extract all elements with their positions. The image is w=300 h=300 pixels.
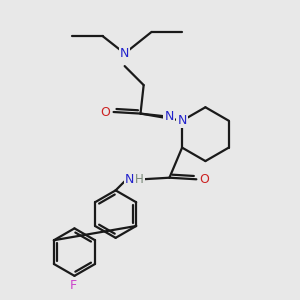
Text: N: N bbox=[164, 110, 174, 123]
Text: O: O bbox=[101, 106, 111, 118]
Text: F: F bbox=[69, 279, 76, 292]
Text: N: N bbox=[120, 47, 129, 60]
Text: N: N bbox=[177, 114, 187, 127]
Text: N: N bbox=[125, 173, 135, 186]
Text: O: O bbox=[199, 173, 209, 186]
Text: H: H bbox=[135, 173, 144, 186]
